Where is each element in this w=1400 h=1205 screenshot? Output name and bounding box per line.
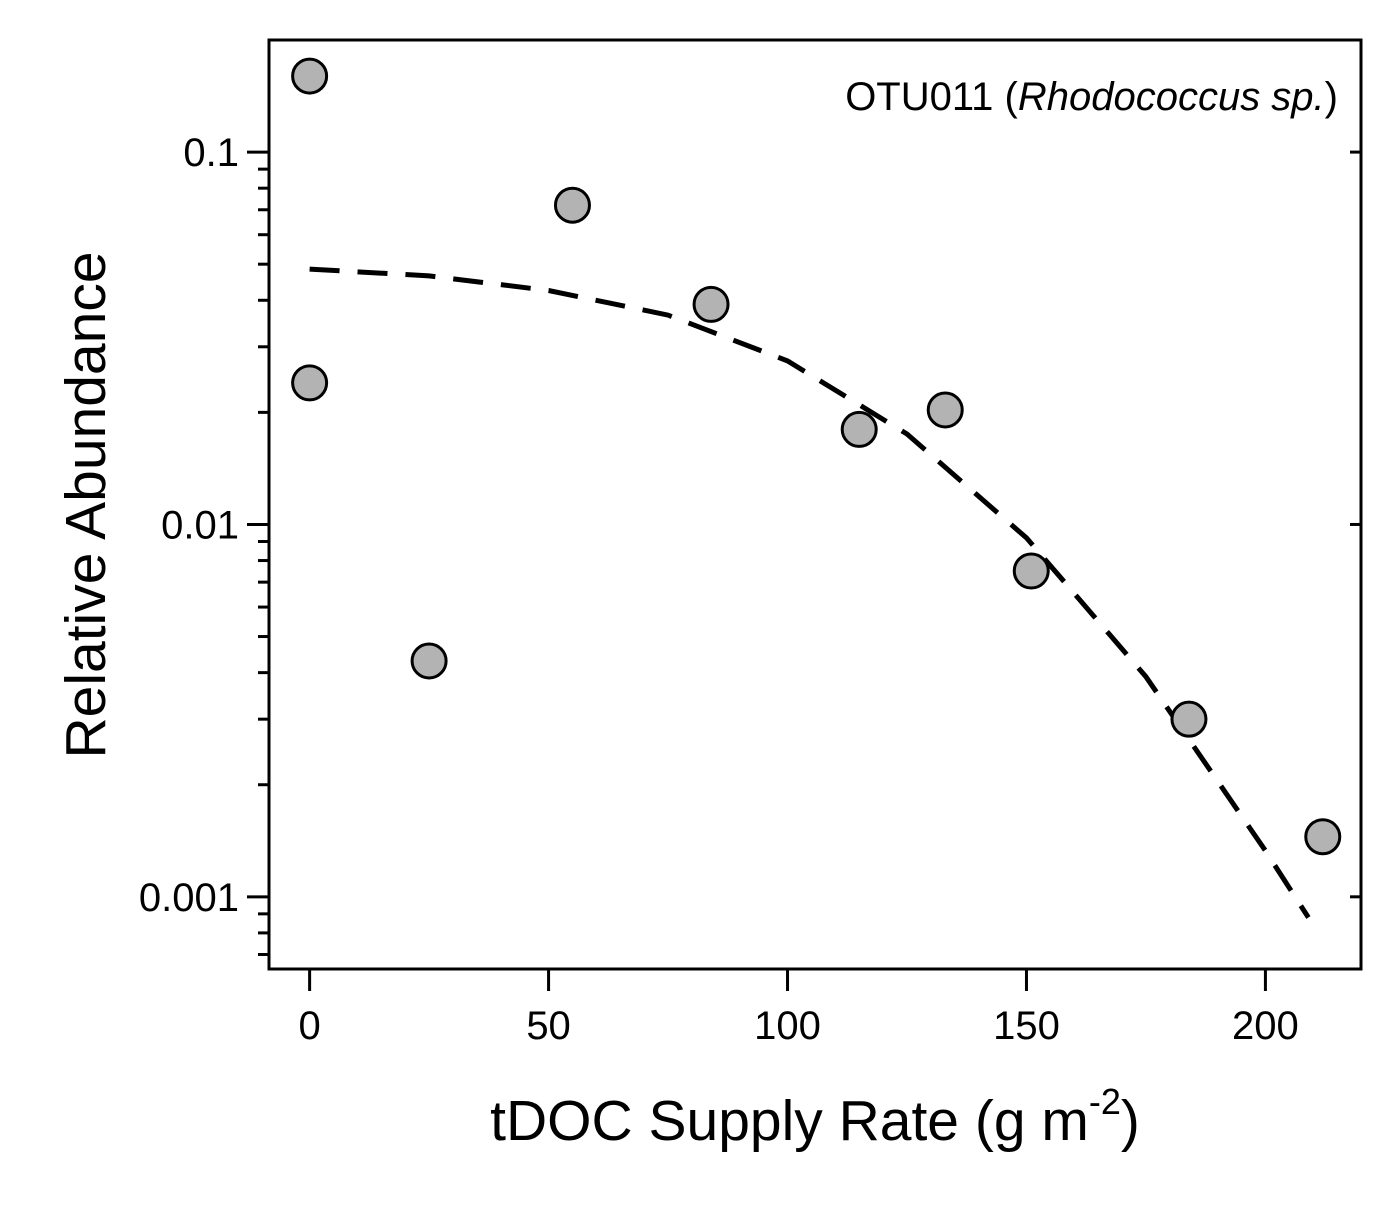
y-tick-label: 0.001 — [139, 876, 239, 920]
x-tick-label: 200 — [1232, 1004, 1299, 1048]
annotation-suffix: ) — [1325, 75, 1338, 119]
data-point — [926, 391, 964, 429]
x-axis-label: tDOC Supply Rate (g m-2) — [490, 1081, 1140, 1153]
data-points — [291, 57, 1342, 856]
plot-frame — [267, 38, 1363, 971]
x-tick-label: 50 — [526, 1004, 571, 1048]
data-point — [692, 285, 730, 323]
x-axis-label-suffix: ) — [1121, 1089, 1140, 1153]
y-tick-label: 0.01 — [161, 503, 239, 547]
x-tick-label: 100 — [754, 1004, 821, 1048]
x-axis-label-text: tDOC Supply Rate (g m — [490, 1089, 1089, 1153]
data-point — [410, 642, 448, 680]
annotation-prefix: OTU011 ( — [845, 75, 1018, 119]
data-point — [553, 186, 591, 224]
x-axis-ticks: 0 50 100 150 200 — [298, 969, 1299, 1048]
annotation-species: Rhodococcus sp. — [1018, 75, 1325, 119]
x-axis-label-superscript: -2 — [1089, 1081, 1121, 1122]
data-point — [1304, 818, 1342, 856]
y-axis-label: Relative Abundance — [54, 251, 118, 758]
y-axis-ticks: 0.001 0.01 0.1 — [139, 131, 1361, 957]
data-point — [1012, 552, 1050, 590]
data-point — [291, 364, 329, 402]
data-point — [840, 410, 878, 448]
x-tick-label: 150 — [993, 1004, 1060, 1048]
data-point — [1170, 700, 1208, 738]
x-tick-label: 0 — [298, 1004, 320, 1048]
data-point — [291, 57, 329, 95]
chart-annotation: OTU011 (Rhodococcus sp.) — [845, 75, 1338, 119]
y-tick-label: 0.1 — [183, 131, 239, 175]
fit-curve — [309, 266, 1311, 919]
